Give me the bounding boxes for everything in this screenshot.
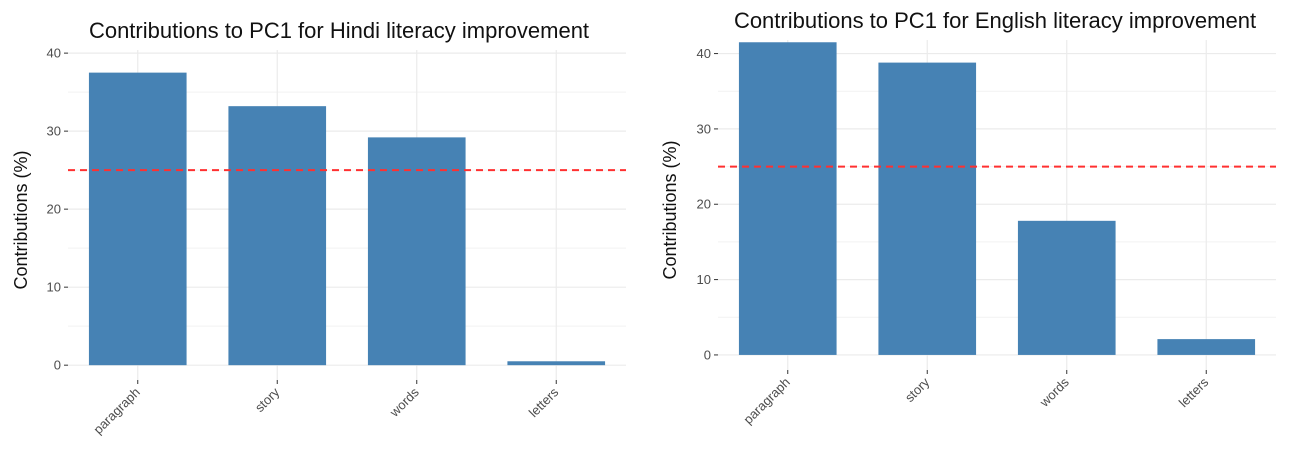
hindi-bar-letters bbox=[507, 361, 606, 366]
hindi-y-axis-label: Contributions (%) bbox=[11, 150, 31, 289]
english-y-axis: 0 10 20 30 40 bbox=[697, 46, 718, 362]
hindi-chart-panel: Contributions to PC1 for Hindi literacy … bbox=[11, 18, 626, 437]
english-bar-paragraph bbox=[738, 42, 837, 355]
hindi-x-tick-label-letters: letters bbox=[526, 384, 562, 420]
hindi-y-tick-label: 20 bbox=[47, 202, 61, 217]
hindi-bar-story bbox=[228, 106, 327, 366]
hindi-y-axis: 0 10 20 30 40 bbox=[47, 46, 68, 373]
english-bar-letters bbox=[1157, 339, 1256, 355]
hindi-bar-paragraph bbox=[88, 72, 187, 366]
english-y-axis-label: Contributions (%) bbox=[660, 140, 680, 279]
hindi-x-axis: paragraph story words letters bbox=[90, 380, 562, 438]
english-y-tick-label: 30 bbox=[697, 121, 711, 136]
hindi-y-tick-label: 40 bbox=[47, 46, 61, 61]
hindi-x-tick-label-paragraph: paragraph bbox=[90, 385, 143, 438]
english-y-tick-label: 40 bbox=[697, 46, 711, 61]
english-chart-panel: Contributions to PC1 for English literac… bbox=[660, 8, 1276, 427]
hindi-y-tick-label: 30 bbox=[47, 124, 61, 139]
hindi-bars bbox=[88, 72, 606, 366]
english-bar-story bbox=[878, 62, 977, 355]
hindi-chart-title: Contributions to PC1 for Hindi literacy … bbox=[89, 18, 589, 43]
english-x-tick-label-story: story bbox=[902, 374, 933, 405]
hindi-x-tick-label-words: words bbox=[386, 384, 422, 420]
english-x-axis: paragraph story words letters bbox=[740, 370, 1212, 428]
english-x-tick-label-letters: letters bbox=[1176, 374, 1212, 410]
english-bar-words bbox=[1017, 220, 1116, 355]
english-x-tick-label-paragraph: paragraph bbox=[740, 375, 793, 428]
english-chart-title: Contributions to PC1 for English literac… bbox=[734, 8, 1256, 33]
hindi-x-tick-label-story: story bbox=[252, 384, 283, 415]
english-y-tick-label: 0 bbox=[704, 347, 711, 362]
english-y-tick-label: 10 bbox=[697, 272, 711, 287]
hindi-bar-words bbox=[367, 137, 466, 366]
english-x-tick-label-words: words bbox=[1036, 374, 1072, 410]
english-y-tick-label: 20 bbox=[697, 197, 711, 212]
hindi-y-tick-label: 0 bbox=[54, 358, 61, 373]
english-bars bbox=[738, 42, 1256, 355]
hindi-y-tick-label: 10 bbox=[47, 280, 61, 295]
